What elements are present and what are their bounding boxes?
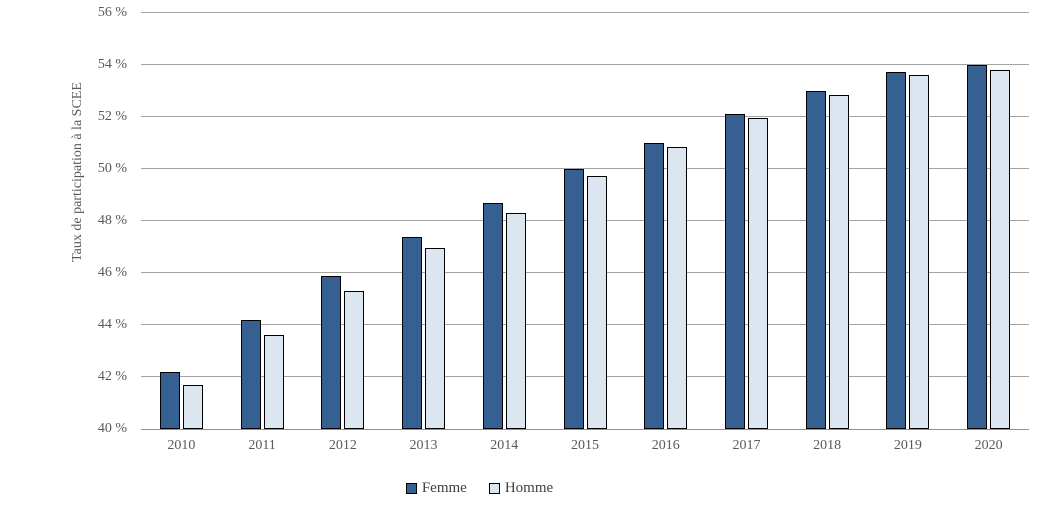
bar-homme-2013 <box>425 248 446 429</box>
bar-homme-2016 <box>667 146 688 429</box>
bar-femme-2017 <box>724 114 745 429</box>
legend: Femme Homme <box>0 477 959 499</box>
x-axis-line <box>141 429 1029 430</box>
bar-femme-2011 <box>240 319 261 429</box>
y-tick-label: 46 % <box>97 265 127 280</box>
y-tick-label: 50 % <box>97 161 127 176</box>
bar-homme-2010 <box>182 384 203 429</box>
y-tick-label: 56 % <box>97 5 127 20</box>
x-tick-label-2018: 2018 <box>813 438 842 453</box>
x-tick-label-2013: 2013 <box>409 438 438 453</box>
x-tick-label-2012: 2012 <box>328 438 357 453</box>
bar-femme-2015 <box>563 169 584 429</box>
legend-label: Homme <box>504 479 554 496</box>
x-tick-label-2019: 2019 <box>893 438 922 453</box>
gridline <box>141 116 1029 117</box>
bar-homme-2011 <box>263 335 284 429</box>
bar-femme-2018 <box>805 91 826 429</box>
y-tick-label: 54 % <box>97 57 127 72</box>
x-tick-label-2017: 2017 <box>732 438 761 453</box>
y-tick-label: 40 % <box>97 421 127 436</box>
legend-swatch-homme <box>488 482 500 494</box>
gridline <box>141 376 1029 377</box>
y-tick-label: 48 % <box>97 213 127 228</box>
legend-label: Femme <box>421 479 467 496</box>
y-tick-label: 42 % <box>97 369 127 384</box>
gridline <box>141 324 1029 325</box>
gridline <box>141 272 1029 273</box>
bar-femme-2010 <box>159 371 180 429</box>
bar-femme-2016 <box>644 143 665 429</box>
bar-homme-2018 <box>828 94 849 429</box>
bar-femme-2020 <box>967 65 988 429</box>
legend-item-femme: Femme <box>405 479 467 497</box>
bar-femme-2012 <box>321 275 342 429</box>
legend-swatch-femme <box>405 482 417 494</box>
plot-area <box>141 12 1029 430</box>
x-tick-label-2015: 2015 <box>571 438 599 453</box>
gridline <box>141 12 1029 13</box>
y-tick-label: 52 % <box>97 109 127 124</box>
legend-item-homme: Homme <box>488 479 554 497</box>
x-tick-label-2014: 2014 <box>490 438 519 453</box>
y-tick-label: 44 % <box>97 317 127 332</box>
bar-femme-2014 <box>482 202 503 429</box>
x-tick-label-2010: 2010 <box>167 438 196 453</box>
gridline <box>141 168 1029 169</box>
x-tick-label-2011: 2011 <box>248 438 276 453</box>
bar-homme-2014 <box>505 213 526 429</box>
gridline <box>141 220 1029 221</box>
bar-femme-2019 <box>886 71 907 429</box>
gridline <box>141 64 1029 65</box>
x-tick-label-2016: 2016 <box>651 438 680 453</box>
bar-femme-2013 <box>402 236 423 429</box>
x-tick-label-2020: 2020 <box>974 438 1003 453</box>
bar-homme-2019 <box>909 75 930 429</box>
bar-homme-2012 <box>344 291 365 429</box>
bar-homme-2017 <box>747 118 768 429</box>
bar-homme-2020 <box>990 70 1011 429</box>
bar-homme-2015 <box>586 175 607 429</box>
